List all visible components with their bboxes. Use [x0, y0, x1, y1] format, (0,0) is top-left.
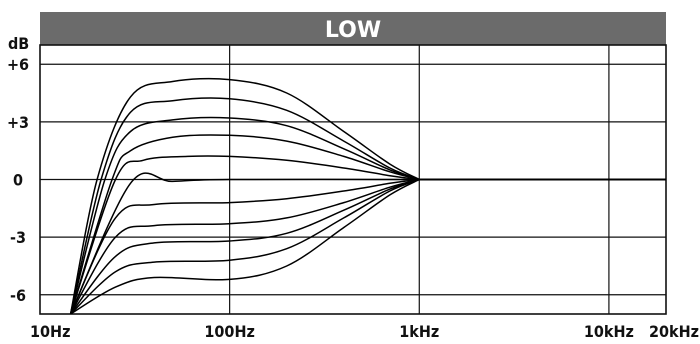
chart-plot-area	[69, 77, 666, 314]
x-tick-label: 100Hz	[204, 322, 254, 341]
y-tick-label: +6	[7, 55, 29, 74]
y-axis-label: dB	[8, 34, 29, 53]
response-curve	[69, 178, 666, 314]
response-curve	[69, 172, 666, 314]
response-curve	[69, 77, 666, 314]
y-tick-label: -3	[10, 228, 26, 247]
y-tick-label: +3	[7, 113, 29, 132]
x-tick-label: 10kHz	[584, 322, 634, 341]
y-tick-label: -6	[10, 286, 26, 305]
x-tick-label: 20kHz	[649, 322, 699, 341]
x-tick-label: 1kHz	[399, 322, 439, 341]
response-curve	[69, 134, 666, 314]
y-tick-labels: +6 +3 0 -3 -6	[7, 55, 29, 305]
response-curve	[69, 178, 666, 314]
y-tick-label: 0	[13, 171, 23, 190]
x-tick-label: 10Hz	[30, 322, 70, 341]
response-curve	[70, 178, 666, 314]
x-tick-labels: 10Hz 100Hz 1kHz 10kHz 20kHz	[30, 322, 699, 341]
response-curve	[69, 97, 666, 314]
response-curve	[69, 116, 666, 314]
response-curve	[70, 178, 666, 314]
chart-title-bar	[40, 12, 666, 45]
chart-title: LOW	[325, 18, 381, 43]
response-curve	[69, 155, 666, 314]
response-curve	[70, 178, 666, 314]
chart-grid	[39, 44, 667, 315]
